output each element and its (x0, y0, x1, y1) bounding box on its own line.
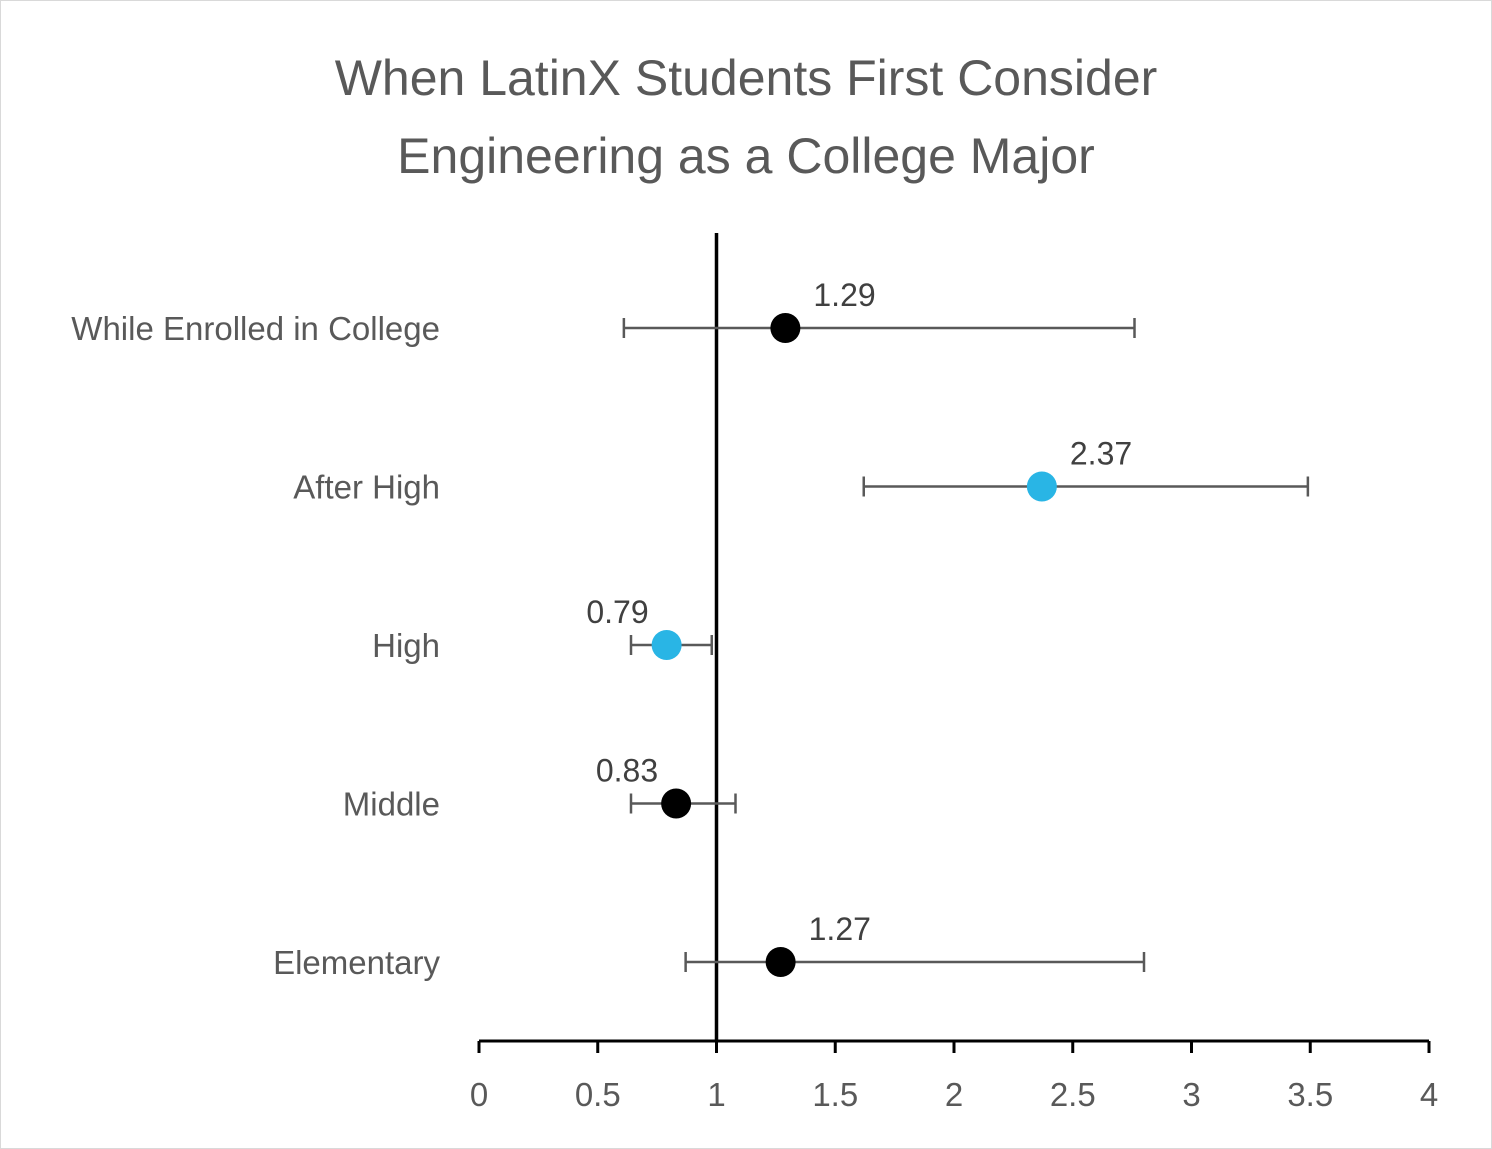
data-label: 0.83 (596, 753, 658, 789)
category-label: After High (293, 469, 440, 506)
data-label: 2.37 (1070, 436, 1132, 472)
x-tick-label: 3.5 (1287, 1076, 1333, 1113)
x-tick-label: 1.5 (812, 1076, 858, 1113)
category-label: While Enrolled in College (71, 310, 440, 347)
data-point (765, 947, 796, 977)
category-label: High (372, 627, 440, 664)
data-point (661, 788, 692, 819)
x-tick-label: 2.5 (1050, 1076, 1096, 1113)
x-tick-label: 1 (707, 1076, 725, 1113)
data-label: 1.27 (809, 911, 871, 947)
data-point (770, 313, 801, 343)
x-tick-label: 3 (1182, 1076, 1200, 1113)
data-point (651, 630, 682, 660)
data-label: 1.29 (813, 277, 875, 313)
x-tick-label: 0.5 (575, 1076, 621, 1113)
data-point (1026, 471, 1057, 502)
x-tick-label: 0 (470, 1076, 488, 1113)
category-label: Elementary (273, 944, 440, 981)
data-label: 0.79 (586, 594, 648, 630)
chart-title-line-2: Engineering as a College Major (397, 128, 1095, 184)
category-label: Middle (343, 786, 440, 823)
chart-title-line-1: When LatinX Students First Consider (335, 50, 1158, 106)
plot-area: 0 0.5 1 1.5 2 2.5 3 3.5 4 While Enrolled in Colle… (71, 233, 1438, 1113)
x-tick-label: 4 (1420, 1076, 1438, 1113)
x-tick-label: 2 (945, 1076, 963, 1113)
